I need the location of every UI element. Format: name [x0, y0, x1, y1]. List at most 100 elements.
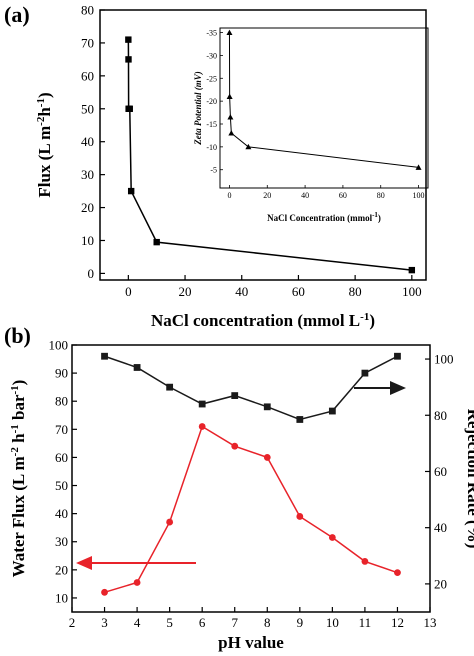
panel-a-plot-frame [99, 9, 427, 281]
data-point [127, 187, 135, 195]
x-tick-label: 3 [101, 615, 108, 630]
inset-x-tick-label: 60 [339, 191, 347, 200]
left-axis-data-point [101, 588, 108, 596]
left-y-tick-label: 100 [49, 338, 69, 353]
x-tick-label: 40 [235, 284, 248, 299]
y-tick-label: 80 [81, 3, 94, 18]
left-axis-data-point [166, 518, 174, 526]
left-y-tick-label: 90 [55, 366, 68, 381]
inset-x-tick-label: 40 [301, 191, 309, 200]
right-axis-data-point [231, 392, 239, 399]
left-y-tick-label: 20 [55, 562, 68, 577]
inset-y-tick-label: -10 [206, 143, 217, 152]
panel-b-right-y-axis-title: Rejection Rate (%) [464, 409, 474, 549]
inset-plot-frame [219, 27, 429, 189]
inset-y-tick-label: -20 [206, 97, 217, 106]
x-tick-label: 5 [166, 615, 173, 630]
y-tick-label: 60 [81, 68, 94, 83]
x-tick-label: 2 [69, 615, 76, 630]
inset-data-point [226, 93, 233, 99]
left-axis-data-point [231, 442, 239, 450]
x-tick-label: 60 [292, 284, 305, 299]
x-tick-label: 7 [231, 615, 238, 630]
inset-y-axis-title: Zeta Potential (mV) [193, 71, 203, 146]
right-axis-data-point [394, 352, 401, 360]
left-axis-data-point [263, 454, 271, 461]
y-tick-label: 10 [81, 233, 94, 248]
right-axis-data-point [133, 364, 141, 371]
y-tick-label: 50 [81, 101, 94, 116]
x-tick-label: 80 [349, 284, 362, 299]
right-axis-data-point [198, 400, 206, 408]
inset-x-tick-label: 0 [227, 191, 231, 200]
left-axis-data-point [394, 569, 401, 577]
right-axis-data-point [166, 383, 174, 391]
right-axis-series-line [104, 355, 398, 421]
inset-x-tick-label: 100 [413, 191, 425, 200]
x-tick-label: 20 [179, 284, 192, 299]
right-y-tick-label: 80 [434, 408, 447, 423]
x-tick-label: 10 [326, 615, 339, 630]
inset-data-point [227, 114, 234, 120]
inset-y-tick-label: -35 [206, 29, 217, 38]
x-tick-label: 13 [424, 615, 437, 630]
right-y-tick-label: 40 [434, 520, 447, 535]
left-axis-data-point [133, 579, 141, 586]
inset-chart: -5 -10 -15 -20 -25 -30 -35 0 20 40 60 80 100 NaCl C… [193, 27, 429, 223]
left-y-tick-label: 10 [55, 590, 68, 605]
panel-b-left-y-axis-title: Water Flux (L m-2 h-1 bar-1) [9, 380, 28, 578]
data-point [153, 238, 160, 246]
left-y-tick-label: 50 [55, 478, 68, 493]
x-tick-label: 8 [264, 615, 271, 630]
right-y-tick-label: 20 [434, 576, 447, 591]
x-tick-label: 100 [402, 284, 422, 299]
inset-data-point [245, 143, 252, 150]
panel-b-x-axis-title: pH value [218, 633, 284, 652]
panel-a-chart: (a) 0 10 20 30 40 50 60 70 80 0 20 40 60 80 100 NaCl … [4, 2, 427, 330]
left-y-tick-label: 70 [55, 422, 68, 437]
left-axis-data-point [296, 513, 304, 520]
inset-y-tick-label: -25 [206, 74, 217, 83]
inset-y-tick-label: -15 [206, 120, 217, 129]
y-tick-label: 40 [81, 134, 94, 149]
series-line [127, 39, 412, 271]
left-axis-data-point [361, 558, 369, 565]
panel-b-label: (b) [4, 323, 31, 348]
left-axis-data-point [198, 423, 206, 430]
right-axis-data-point [361, 369, 369, 377]
y-tick-label: 0 [88, 266, 95, 281]
y-tick-label: 20 [81, 200, 94, 215]
right-axis-arrow-head [390, 381, 406, 395]
left-y-tick-label: 60 [55, 450, 68, 465]
panel-b-plot-frame [71, 344, 431, 613]
panel-a-x-axis-title: NaCl concentration (mmol L-1) [151, 311, 375, 330]
inset-y-tick-label: -30 [206, 51, 217, 60]
x-tick-label: 12 [391, 615, 404, 630]
left-axis-series-line [104, 425, 398, 594]
left-y-tick-label: 80 [55, 394, 68, 409]
panel-a-label: (a) [4, 2, 30, 27]
left-y-tick-label: 30 [55, 534, 68, 549]
right-axis-data-point [296, 416, 304, 423]
x-tick-label: 6 [199, 615, 206, 630]
left-y-tick-label: 40 [55, 506, 68, 521]
left-axis-data-point [328, 534, 336, 541]
inset-data-point [228, 130, 235, 136]
data-point [125, 36, 132, 43]
x-tick-label: 0 [125, 284, 132, 299]
panel-a-y-axis-title: Flux (L m-2h-1) [35, 92, 54, 197]
panel-b-chart: (b) 10 20 30 40 50 60 70 80 90 100 20 40 60 80 100 2 3… [4, 323, 474, 652]
left-axis-arrow-head [76, 556, 92, 570]
data-point [408, 266, 416, 274]
x-tick-label: 9 [297, 615, 304, 630]
data-point [126, 105, 133, 112]
x-tick-label: 4 [134, 615, 141, 630]
inset-x-tick-label: 20 [263, 191, 271, 200]
inset-data-point [415, 164, 422, 170]
right-y-tick-label: 100 [434, 352, 454, 367]
data-point [125, 56, 132, 63]
y-tick-label: 30 [81, 167, 94, 182]
inset-data-point [226, 29, 233, 35]
right-axis-data-point [263, 403, 271, 411]
x-tick-label: 11 [359, 615, 372, 630]
